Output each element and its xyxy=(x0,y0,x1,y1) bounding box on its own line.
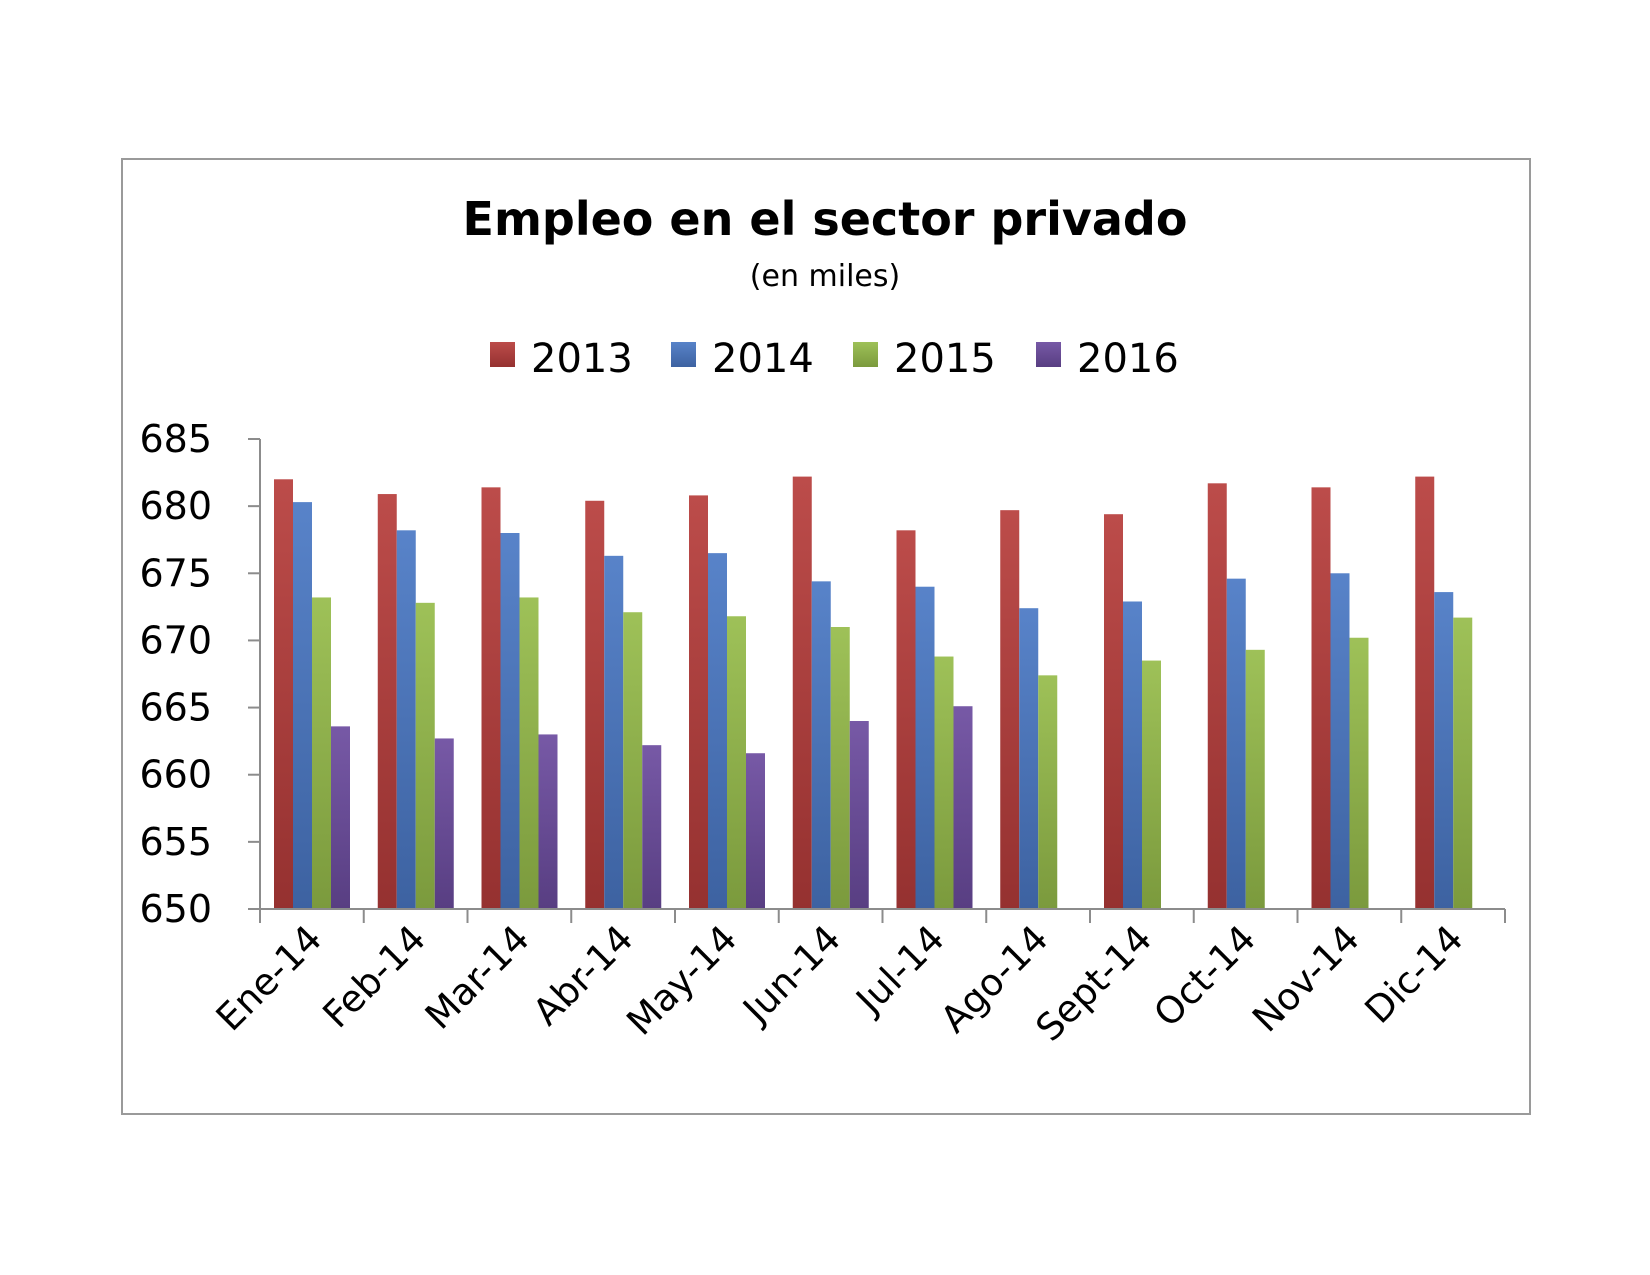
chart-subtitle: (en miles) xyxy=(750,259,900,294)
bar-2016-Feb-14 xyxy=(434,738,454,909)
bar-2015-Oct-14 xyxy=(1245,649,1265,909)
y-axis-ticks: 650 655 660 665 670 675 680 685 xyxy=(139,417,260,931)
bar-2013-May-14 xyxy=(689,495,708,909)
bar-2016-Ene-14 xyxy=(331,726,350,909)
bar-2016-May-14 xyxy=(746,753,765,909)
bar-2015-Ago-14 xyxy=(1038,675,1058,909)
bar-2016-Abr-14 xyxy=(642,745,662,909)
bar-2014-Dic-14 xyxy=(1434,592,1454,909)
bar-2015-Dic-14 xyxy=(1453,617,1473,909)
bar-2016-Jul-14 xyxy=(953,706,973,909)
bar-2015-Abr-14 xyxy=(623,612,643,909)
legend-swatch-2013 xyxy=(490,342,515,367)
bar-2013-Dic-14 xyxy=(1415,476,1435,909)
chart-title: Empleo en el sector privado xyxy=(463,192,1188,246)
legend-swatch-2016 xyxy=(1036,342,1061,367)
x-tick-label: Feb-14 xyxy=(315,917,434,1036)
bar-2016-Jun-14 xyxy=(849,721,869,909)
y-tick-label: 680 xyxy=(139,484,212,528)
x-tick-label: Dic-14 xyxy=(1357,917,1472,1032)
bar-2013-Mar-14 xyxy=(481,487,501,909)
bar-2014-Jun-14 xyxy=(811,581,831,909)
bar-2015-Jul-14 xyxy=(934,656,954,909)
bar-2013-Jul-14 xyxy=(896,530,916,909)
bar-2015-May-14 xyxy=(727,616,746,909)
y-tick-label: 660 xyxy=(139,753,212,797)
bar-2015-Sept-14 xyxy=(1142,660,1161,909)
bars xyxy=(274,476,1473,909)
bar-2015-Jun-14 xyxy=(830,627,850,909)
x-tick-label: Ene-14 xyxy=(208,917,330,1039)
bar-2013-Abr-14 xyxy=(585,500,605,909)
bar-2015-Feb-14 xyxy=(415,602,435,909)
legend-label-2013: 2013 xyxy=(531,336,633,382)
x-tick-label: Jun-14 xyxy=(734,917,849,1032)
bar-2014-Jul-14 xyxy=(915,586,935,909)
bar-2013-Feb-14 xyxy=(377,494,397,909)
bar-2013-Oct-14 xyxy=(1207,483,1227,909)
y-tick-label: 650 xyxy=(139,887,212,931)
bar-2016-Mar-14 xyxy=(538,734,558,909)
bar-2014-Sept-14 xyxy=(1123,601,1142,909)
bar-2014-Oct-14 xyxy=(1226,578,1246,909)
legend: 2013 2014 2015 2016 xyxy=(490,336,1179,382)
bar-2013-Ene-14 xyxy=(274,479,293,909)
bar-2013-Nov-14 xyxy=(1311,487,1331,909)
bar-2013-Sept-14 xyxy=(1104,514,1123,909)
bar-2014-Mar-14 xyxy=(500,533,520,909)
bar-2015-Mar-14 xyxy=(519,597,539,909)
legend-swatch-2015 xyxy=(853,342,878,367)
bar-2015-Nov-14 xyxy=(1349,637,1369,909)
legend-label-2016: 2016 xyxy=(1077,336,1179,382)
y-tick-label: 665 xyxy=(139,686,212,730)
y-tick-label: 670 xyxy=(139,618,212,662)
legend-swatch-2014 xyxy=(671,342,696,367)
legend-label-2015: 2015 xyxy=(894,336,996,382)
bar-2013-Ago-14 xyxy=(1000,510,1020,909)
x-tick-label: May-14 xyxy=(618,917,745,1044)
x-tick-label: Sept-14 xyxy=(1028,917,1161,1050)
bar-2015-Ene-14 xyxy=(312,597,331,909)
x-tick-label: Mar-14 xyxy=(417,917,538,1038)
bar-2014-Abr-14 xyxy=(604,555,624,909)
bar-2013-Jun-14 xyxy=(792,476,812,909)
bar-2014-Ago-14 xyxy=(1019,608,1039,909)
x-tick-label: Nov-14 xyxy=(1244,917,1368,1041)
legend-label-2014: 2014 xyxy=(712,336,814,382)
bar-2014-May-14 xyxy=(708,553,727,909)
bar-2014-Ene-14 xyxy=(293,502,312,909)
x-tick-label: Oct-14 xyxy=(1146,917,1264,1035)
y-tick-label: 685 xyxy=(139,417,212,461)
bar-2014-Feb-14 xyxy=(396,530,416,909)
y-tick-label: 675 xyxy=(139,551,212,595)
bar-2014-Nov-14 xyxy=(1330,573,1350,909)
y-tick-label: 655 xyxy=(139,820,212,864)
